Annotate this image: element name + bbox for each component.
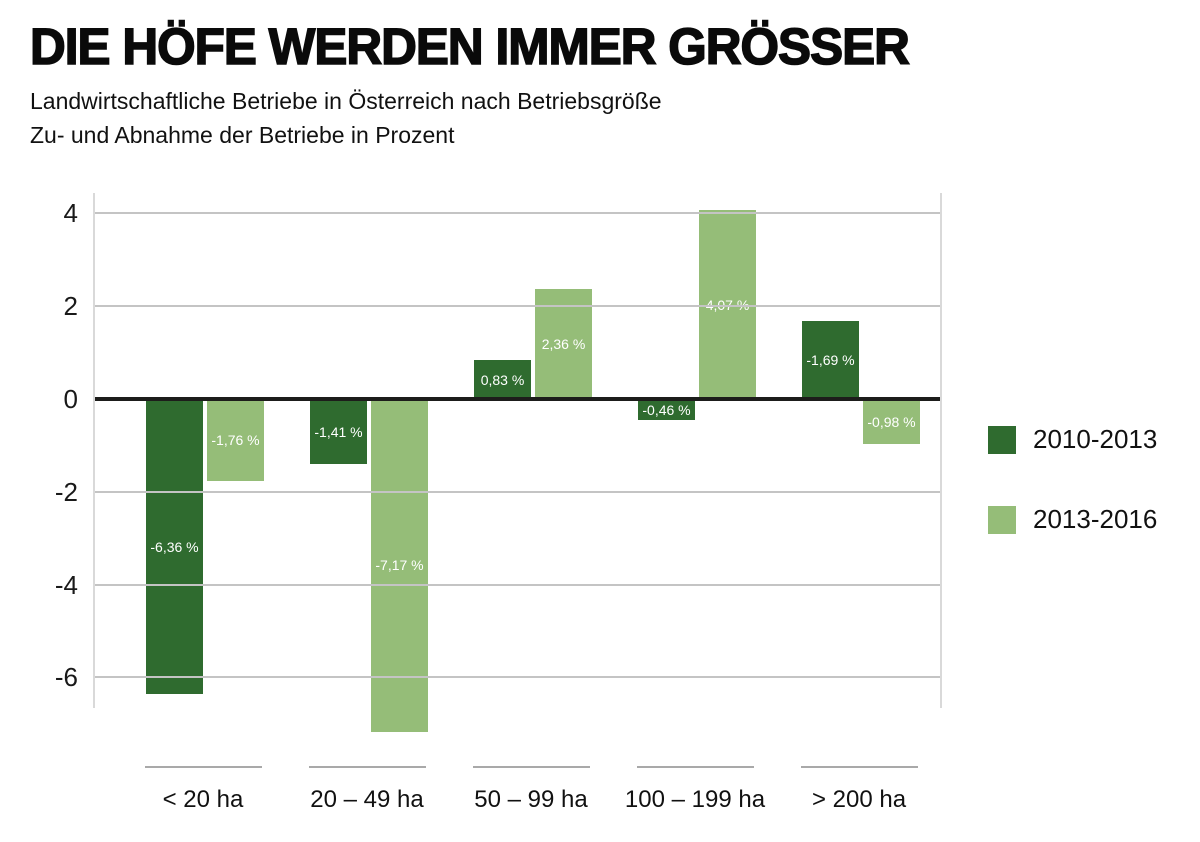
bar-value-label: -1,41 %	[314, 423, 363, 440]
y-axis-tick-label--4: -4	[54, 569, 78, 600]
bar-2010-2013-20 – 49 ha: -1,41 %	[310, 399, 367, 465]
gridline--2	[95, 490, 940, 493]
legend-swatch-dark-green	[988, 425, 1016, 454]
bar-2010-2013-50 – 99 ha: 0,83 %	[474, 360, 531, 399]
gridline-4	[95, 212, 940, 215]
bar-value-label: -1,69 %	[806, 351, 855, 368]
category-label-50-–-99-ha: 50 – 99 ha	[474, 786, 588, 813]
gridline--6	[95, 676, 940, 679]
bar-value-label: -0,46 %	[642, 401, 691, 418]
category-label-100-–-199-ha: 100 – 199 ha	[624, 786, 766, 813]
category-label-20-–-49-ha: 20 – 49 ha	[310, 786, 424, 813]
x-axis-tick-line	[472, 766, 590, 768]
y-axis-tick-label-4: 4	[63, 198, 78, 229]
legend: 2010-2013 2013-2016	[988, 424, 1157, 535]
chart-header: DIE HÖFE WERDEN IMMER GRÖSSER Landwirtsc…	[29, 16, 936, 152]
chart-subtitle: Landwirtschaftliche Betriebe in Österrei…	[30, 84, 936, 152]
bar-value-label: -7,17 %	[375, 557, 424, 574]
plot-area: -6,36 % -1,41 % 0,83 % -0,46 % -1,69 % -1,76 …	[93, 193, 942, 732]
legend-label: 2010-2013	[1033, 424, 1158, 454]
y-axis-tick-label-2: 2	[63, 291, 78, 322]
zero-axis-line	[95, 397, 940, 401]
bar-2010-2013-100 – 199 ha: -0,46 %	[638, 399, 695, 421]
legend-item-2013-2016: 2013-2016	[988, 504, 1157, 535]
x-axis-tick-line	[308, 766, 426, 768]
y-axis-tick-label--2: -2	[54, 476, 78, 507]
x-axis-tick-line	[800, 766, 918, 768]
chart-subtitle-line2: Zu- und Abnahme der Betriebe in Prozent	[30, 122, 455, 149]
legend-swatch-light-green	[988, 505, 1016, 534]
bar-2013-2016-100 – 199 ha: 4,07 %	[699, 210, 756, 399]
legend-label: 2013-2016	[1033, 504, 1158, 534]
bar-2013-2016-< 20 ha: -1,76 %	[207, 399, 264, 481]
y-axis-tick-label-0: 0	[63, 384, 78, 414]
chart-title: DIE HÖFE WERDEN IMMER GRÖSSER	[29, 17, 910, 76]
legend-item-2010-2013: 2010-2013	[988, 424, 1157, 455]
gridline-2	[95, 305, 940, 308]
bar-value-label: -6,36 %	[150, 538, 199, 555]
bar-2013-2016-> 200 ha: -0,98 %	[863, 399, 920, 445]
bar-value-label: 2,36 %	[541, 336, 586, 353]
bar-value-label: -0,98 %	[867, 413, 916, 430]
bar-2013-2016-50 – 99 ha: 2,36 %	[535, 289, 592, 399]
x-axis-tick-line	[144, 766, 262, 768]
x-axis-tick-line	[636, 766, 754, 768]
category-label-<-20-ha: < 20 ha	[162, 786, 244, 813]
category-label->-200-ha: > 200 ha	[811, 786, 907, 813]
gridline--4	[95, 583, 940, 586]
y-axis-tick-label--6: -6	[54, 662, 78, 693]
chart-subtitle-line1: Landwirtschaftliche Betriebe in Österrei…	[30, 88, 662, 115]
bar-value-label: -1,76 %	[211, 431, 260, 448]
bar-2010-2013-< 20 ha: -6,36 %	[146, 399, 203, 695]
bar-value-label: 0,83 %	[480, 371, 525, 388]
bar-2013-2016-20 – 49 ha: -7,17 %	[371, 399, 428, 732]
bar-2010-2013-> 200 ha: -1,69 %	[802, 320, 859, 399]
bar-value-label: 4,07 %	[699, 210, 756, 399]
